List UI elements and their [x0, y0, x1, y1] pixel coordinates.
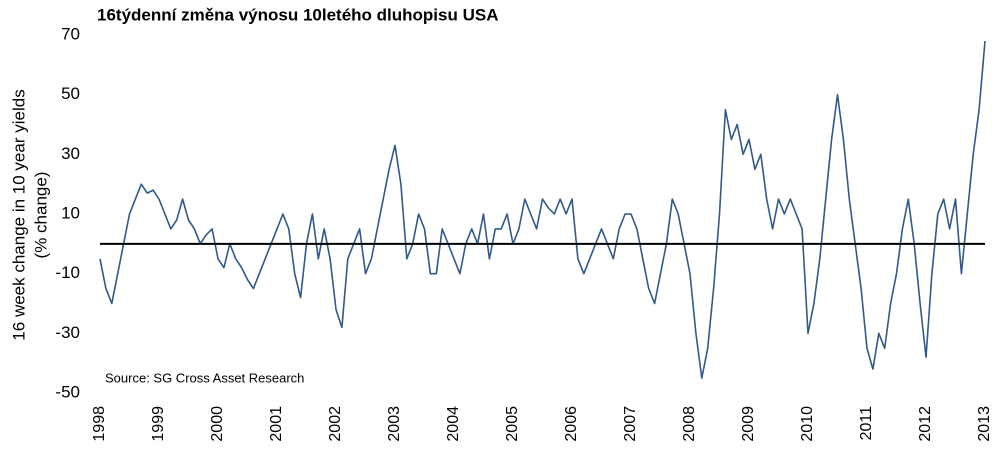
y-tick-label: -50 — [55, 382, 80, 401]
x-tick-label: 1998 — [91, 406, 108, 442]
x-tick-label: 2004 — [445, 406, 462, 442]
x-tick-label: 2011 — [858, 406, 875, 441]
x-tick-label: 2013 — [976, 406, 993, 442]
x-tick-label: 2010 — [799, 406, 816, 442]
y-tick-label: 50 — [61, 84, 80, 103]
y-axis-title: (% change) — [31, 172, 50, 259]
x-tick-label: 2001 — [268, 406, 285, 442]
x-tick-label: 2003 — [386, 406, 403, 442]
y-tick-label: 70 — [61, 24, 80, 43]
x-tick-label: 1999 — [150, 406, 167, 442]
x-tick-label: 2009 — [740, 406, 757, 442]
x-tick-label: 2000 — [209, 406, 226, 442]
x-tick-label: 2005 — [504, 406, 521, 442]
source-note: Source: SG Cross Asset Research — [105, 370, 304, 385]
y-tick-label: 30 — [61, 144, 80, 163]
chart-title: 16týdenní změna výnosu 10letého dluhopis… — [97, 5, 498, 24]
x-tick-label: 2002 — [327, 406, 344, 442]
y-tick-label: 10 — [61, 203, 80, 222]
data-line — [99, 40, 986, 379]
x-tick-label: 2008 — [681, 406, 698, 442]
y-axis-title: 16 week change in 10 year yields — [9, 89, 28, 340]
x-tick-label: 2012 — [917, 406, 934, 442]
x-tick-label: 2006 — [563, 406, 580, 442]
y-tick-label: -30 — [55, 323, 80, 342]
y-tick-label: -10 — [55, 263, 80, 282]
x-tick-label: 2007 — [622, 406, 639, 442]
